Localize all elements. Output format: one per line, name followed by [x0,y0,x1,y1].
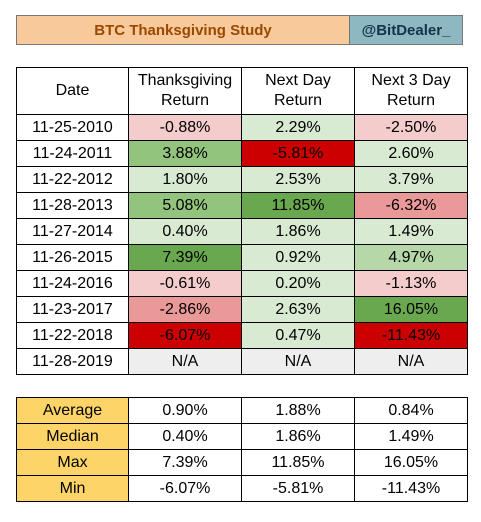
stats-row: Max 7.39% 11.85% 16.05% [16,449,468,476]
next-3-day-return-cell: 3.79% [354,166,468,193]
study-title: BTC Thanksgiving Study [16,15,350,45]
table-row: 11-22-2012 1.80% 2.53% 3.79% [16,166,468,193]
stat-next-3-day: 16.05% [354,449,468,476]
thanksgiving-return-cell: -2.86% [128,296,242,323]
date-cell: 11-28-2013 [16,192,129,219]
table-row: 11-24-2016 -0.61% 0.20% -1.13% [16,270,468,297]
stat-thanksgiving: 0.90% [128,397,242,424]
next-3-day-return-cell: 2.60% [354,140,468,167]
stats-row: Average 0.90% 1.88% 0.84% [16,397,468,424]
thanksgiving-return-cell: N/A [128,348,242,375]
table-row: 11-27-2014 0.40% 1.86% 1.49% [16,218,468,245]
thanksgiving-return-cell: -0.61% [128,270,242,297]
next-day-return-cell: 1.86% [241,218,355,245]
summary-stats-table: Average 0.90% 1.88% 0.84% Median 0.40% 1… [16,397,468,502]
stat-next-3-day: -11.43% [354,475,468,502]
thanksgiving-return-cell: -6.07% [128,322,242,349]
next-day-return-cell: 2.53% [241,166,355,193]
table-row: 11-26-2015 7.39% 0.92% 4.97% [16,244,468,271]
thanksgiving-return-cell: 5.08% [128,192,242,219]
table-row: 11-25-2010 -0.88% 2.29% -2.50% [16,114,468,141]
next-3-day-return-cell: 1.49% [354,218,468,245]
next-3-day-return-cell: 4.97% [354,244,468,271]
stat-label-median: Median [16,423,129,450]
next-3-day-return-cell: N/A [354,348,468,375]
stat-thanksgiving: 7.39% [128,449,242,476]
next-3-day-return-cell: -2.50% [354,114,468,141]
col-header-next-day: Next Day Return [241,67,355,115]
col-header-date: Date [16,67,129,115]
col-header-thanksgiving: Thanksgiving Return [128,67,242,115]
date-cell: 11-28-2019 [16,348,129,375]
date-cell: 11-27-2014 [16,218,129,245]
next-day-return-cell: 0.47% [241,322,355,349]
study-header: BTC Thanksgiving Study @BitDealer_ [16,15,463,45]
next-day-return-cell: 2.29% [241,114,355,141]
stat-next-3-day: 0.84% [354,397,468,424]
stat-next-day: -5.81% [241,475,355,502]
date-cell: 11-25-2010 [16,114,129,141]
date-cell: 11-24-2016 [16,270,129,297]
thanksgiving-return-cell: 3.88% [128,140,242,167]
stat-label-min: Min [16,475,129,502]
thanksgiving-return-cell: 0.40% [128,218,242,245]
next-day-return-cell: 0.20% [241,270,355,297]
stat-next-day: 1.86% [241,423,355,450]
table-row: 11-22-2018 -6.07% 0.47% -11.43% [16,322,468,349]
stat-next-day: 1.88% [241,397,355,424]
author-handle: @BitDealer_ [350,15,463,45]
next-3-day-return-cell: -6.32% [354,192,468,219]
next-day-return-cell: 11.85% [241,192,355,219]
next-3-day-return-cell: -1.13% [354,270,468,297]
stat-label-average: Average [16,397,129,424]
col-header-next-3-day: Next 3 Day Return [354,67,468,115]
stats-row: Min -6.07% -5.81% -11.43% [16,475,468,502]
next-3-day-return-cell: -11.43% [354,322,468,349]
stat-label-max: Max [16,449,129,476]
thanksgiving-return-cell: 1.80% [128,166,242,193]
table-row: 11-24-2011 3.88% -5.81% 2.60% [16,140,468,167]
next-day-return-cell: 2.63% [241,296,355,323]
date-cell: 11-24-2011 [16,140,129,167]
next-day-return-cell: 0.92% [241,244,355,271]
next-day-return-cell: N/A [241,348,355,375]
thanksgiving-return-cell: -0.88% [128,114,242,141]
date-cell: 11-26-2015 [16,244,129,271]
table-row: 11-28-2013 5.08% 11.85% -6.32% [16,192,468,219]
returns-header-row: Date Thanksgiving Return Next Day Return N… [16,67,468,115]
date-cell: 11-22-2012 [16,166,129,193]
next-day-return-cell: -5.81% [241,140,355,167]
date-cell: 11-22-2018 [16,322,129,349]
stat-thanksgiving: 0.40% [128,423,242,450]
returns-table: Date Thanksgiving Return Next Day Return N… [16,67,468,375]
stat-thanksgiving: -6.07% [128,475,242,502]
stat-next-day: 11.85% [241,449,355,476]
thanksgiving-return-cell: 7.39% [128,244,242,271]
table-row: 11-28-2019 N/A N/A N/A [16,348,468,375]
stat-next-3-day: 1.49% [354,423,468,450]
date-cell: 11-23-2017 [16,296,129,323]
stats-row: Median 0.40% 1.86% 1.49% [16,423,468,450]
table-row: 11-23-2017 -2.86% 2.63% 16.05% [16,296,468,323]
next-3-day-return-cell: 16.05% [354,296,468,323]
